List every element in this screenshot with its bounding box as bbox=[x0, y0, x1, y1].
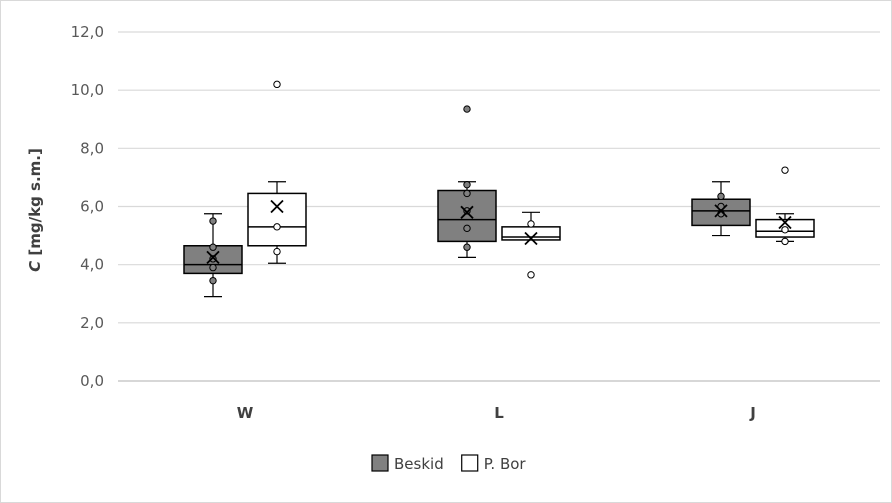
y-tick-label: 8,0 bbox=[80, 139, 104, 157]
box-p-bor-J bbox=[755, 166, 815, 246]
y-tick-label: 4,0 bbox=[80, 256, 104, 274]
y-tick-label: 10,0 bbox=[71, 81, 104, 99]
box-beskid-W bbox=[183, 213, 243, 298]
legend: Beskid P. Bor bbox=[371, 454, 527, 473]
y-axis: 0,0 2,0 4,0 6,0 8,0 10,0 12,0 bbox=[71, 23, 104, 390]
legend-label-beskid: Beskid bbox=[394, 455, 444, 473]
outlier-point bbox=[463, 105, 471, 113]
legend-label-p-bor: P. Bor bbox=[484, 455, 527, 473]
mean-marker-stroke bbox=[778, 215, 792, 230]
mean-marker-stroke bbox=[714, 204, 728, 218]
mean-marker-stroke bbox=[524, 231, 538, 246]
box-p-bor-W bbox=[247, 80, 307, 264]
y-axis-title-unit: [mg/kg s.m.] bbox=[26, 148, 44, 261]
outlier-point bbox=[781, 166, 789, 174]
data-point bbox=[781, 237, 789, 246]
mean-marker bbox=[270, 199, 284, 214]
data-point bbox=[273, 223, 281, 231]
box-beskid-J bbox=[691, 181, 751, 237]
data-point bbox=[463, 207, 471, 215]
data-point bbox=[209, 243, 217, 251]
y-axis-title: C [mg/kg s.m.] bbox=[26, 148, 44, 272]
data-point bbox=[273, 247, 281, 256]
x-tick-label-L: L bbox=[494, 404, 504, 422]
box-iqr bbox=[247, 192, 307, 247]
y-tick-label: 12,0 bbox=[71, 23, 104, 41]
data-point bbox=[463, 243, 471, 251]
x-tick-label-W: W bbox=[237, 404, 254, 422]
x-tick-label-J: J bbox=[749, 404, 756, 422]
data-point bbox=[209, 255, 217, 263]
data-point bbox=[527, 220, 535, 228]
mean-marker bbox=[524, 231, 538, 246]
mean-marker bbox=[460, 205, 474, 219]
y-axis-title-symbol: C bbox=[26, 261, 44, 272]
data-point bbox=[463, 189, 471, 198]
data-point bbox=[717, 192, 725, 201]
data-point bbox=[463, 224, 471, 233]
y-tick-label: 2,0 bbox=[80, 314, 104, 332]
data-point bbox=[209, 263, 217, 272]
box-series-layer bbox=[183, 80, 815, 298]
legend-swatch-beskid bbox=[371, 454, 389, 472]
mean-marker-stroke bbox=[206, 250, 220, 265]
mean-marker bbox=[778, 215, 792, 230]
mean-marker bbox=[206, 250, 220, 265]
data-point bbox=[781, 226, 789, 234]
mean-marker-stroke bbox=[460, 205, 474, 219]
mean-marker-stroke bbox=[270, 199, 284, 214]
gridlines bbox=[118, 31, 880, 382]
y-tick-label: 6,0 bbox=[80, 198, 104, 216]
data-point bbox=[209, 276, 217, 285]
legend-swatch-p-bor bbox=[461, 454, 479, 472]
data-point bbox=[463, 180, 471, 189]
outlier-point bbox=[273, 80, 281, 89]
y-tick-label: 0,0 bbox=[80, 372, 104, 390]
box-p-bor-L bbox=[501, 211, 561, 279]
box-beskid-L bbox=[437, 105, 497, 258]
mean-marker bbox=[714, 204, 728, 218]
outlier-point bbox=[527, 271, 535, 279]
box-iqr bbox=[437, 189, 497, 243]
data-point bbox=[209, 217, 217, 225]
